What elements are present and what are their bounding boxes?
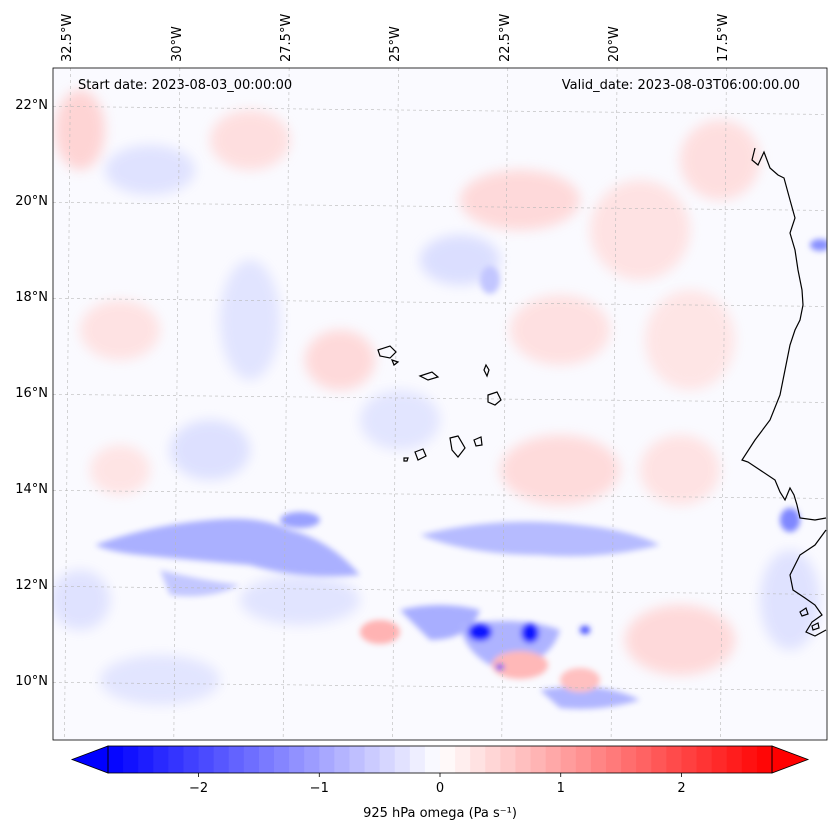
colorbar-bin-36 — [651, 746, 667, 773]
colorbar-bin-37 — [666, 746, 682, 773]
meridian-line-4 — [501, 68, 509, 740]
colorbar-extend-min — [70, 745, 109, 774]
island-santiago — [449, 435, 466, 458]
colorbar-bin-31 — [575, 746, 592, 773]
map-frame — [52, 67, 828, 741]
island-bissagos-1 — [799, 607, 809, 617]
guinea-bissau-coast — [789, 529, 827, 637]
island-bissagos-2 — [811, 622, 820, 631]
colorbar-bin-9 — [243, 746, 260, 773]
colorbar-bin-39 — [696, 746, 713, 773]
colorbar — [70, 745, 810, 777]
valid-date-text: Valid_date: 2023-08-03T06:00:00.00 — [561, 78, 800, 93]
island-maio — [473, 436, 483, 447]
colorbar-tick-label-2: 0 — [435, 781, 445, 796]
colorbar-bin-19 — [394, 746, 411, 773]
start-date-text: Start date: 2023-08-03_00:00:00 — [78, 78, 293, 93]
colorbar-bin-2 — [138, 746, 154, 773]
lat-tick-label-2: 18°N — [15, 290, 48, 306]
meridian-line-0 — [64, 68, 71, 740]
colorbar-bin-33 — [606, 746, 622, 773]
lat-tick-label-3: 16°N — [15, 386, 48, 402]
colorbar-bin-29 — [545, 746, 562, 773]
lat-tick-label-1: 20°N — [15, 194, 48, 210]
meridian-line-3 — [392, 68, 399, 740]
coastlines — [377, 147, 827, 637]
colorbar-label: 925 hPa omega (Pa s⁻¹) — [363, 806, 517, 821]
lat-tick-label-6: 10°N — [15, 674, 48, 690]
island-sal — [483, 363, 490, 378]
field-soft-patches — [53, 90, 820, 705]
colorbar-bin-0 — [108, 746, 124, 773]
colorbar-bin-17 — [364, 746, 381, 773]
lon-tick-label-5: 20°W — [607, 26, 623, 62]
colorbar-extend-max — [771, 745, 810, 774]
colorbar-bin-5 — [183, 746, 200, 773]
colorbar-tick-label-0: −2 — [188, 781, 209, 796]
colorbar-bin-27 — [515, 746, 532, 773]
colorbar-bin-18 — [379, 746, 396, 773]
colorbar-bin-28 — [530, 746, 547, 773]
lat-tick-label-4: 14°N — [15, 482, 48, 498]
colorbar-tick-label-1: −1 — [309, 781, 329, 796]
colorbar-bin-32 — [590, 746, 607, 773]
map-gridlines — [53, 68, 827, 740]
island-santo-antao — [377, 345, 397, 359]
colorbar-bin-38 — [681, 746, 698, 773]
colorbar-bin-30 — [560, 746, 577, 773]
island-sao-nicolau — [418, 371, 440, 381]
colorbar-bin-1 — [123, 746, 139, 773]
meridian-line-5 — [610, 68, 618, 740]
meridian-line-6 — [720, 68, 727, 740]
colorbar-bin-8 — [228, 746, 245, 773]
colorbar-bin-15 — [334, 746, 350, 773]
colorbar-bin-42 — [741, 746, 758, 773]
island-brava — [403, 457, 409, 462]
colorbar-tick-label-4: 2 — [677, 781, 686, 796]
colorbar-bin-16 — [349, 746, 366, 773]
colorbar-bin-21 — [424, 746, 441, 773]
meridian-line-2 — [282, 68, 290, 740]
colorbar-bin-7 — [213, 746, 230, 773]
island-boa-vista — [487, 391, 502, 406]
colorbar-bin-12 — [289, 746, 305, 773]
colorbar-bin-25 — [485, 746, 501, 773]
omega-field — [53, 68, 827, 740]
lon-tick-label-1: 30°W — [169, 26, 185, 62]
colorbar-bin-24 — [470, 746, 486, 773]
lat-tick-label-0: 22°N — [15, 98, 48, 114]
colorbar-bin-22 — [440, 746, 456, 773]
colorbar-bin-14 — [319, 746, 335, 773]
colorbar-bin-20 — [409, 746, 426, 773]
colorbar-tick-label-3: 1 — [556, 781, 565, 796]
colorbar-bin-6 — [198, 746, 215, 773]
colorbar-bin-35 — [636, 746, 652, 773]
colorbar-bin-10 — [258, 746, 275, 773]
colorbar-bin-4 — [168, 746, 184, 773]
colorbar-bin-11 — [274, 746, 290, 773]
colorbar-bin-3 — [153, 746, 169, 773]
colorbar-bin-43 — [756, 746, 773, 773]
lon-tick-label-3: 25°W — [388, 26, 404, 62]
colorbar-bin-26 — [500, 746, 516, 773]
colorbar-bin-40 — [711, 746, 728, 773]
lon-tick-label-6: 17.5°W — [716, 13, 732, 62]
island-sao-vicente — [390, 359, 400, 366]
colorbar-bin-34 — [621, 746, 637, 773]
west-africa-coast — [741, 147, 827, 521]
field-strong-patches — [95, 239, 827, 709]
colorbar-bin-13 — [304, 746, 320, 773]
lon-tick-label-0: 32.5°W — [60, 13, 76, 62]
lon-tick-label-4: 22.5°W — [497, 13, 513, 62]
colorbar-bin-41 — [726, 746, 743, 773]
meridian-line-1 — [173, 68, 181, 740]
lat-tick-label-5: 12°N — [15, 578, 48, 594]
colorbar-bin-23 — [455, 746, 471, 773]
lon-tick-label-2: 27.5°W — [279, 13, 295, 62]
island-fogo — [414, 448, 427, 461]
